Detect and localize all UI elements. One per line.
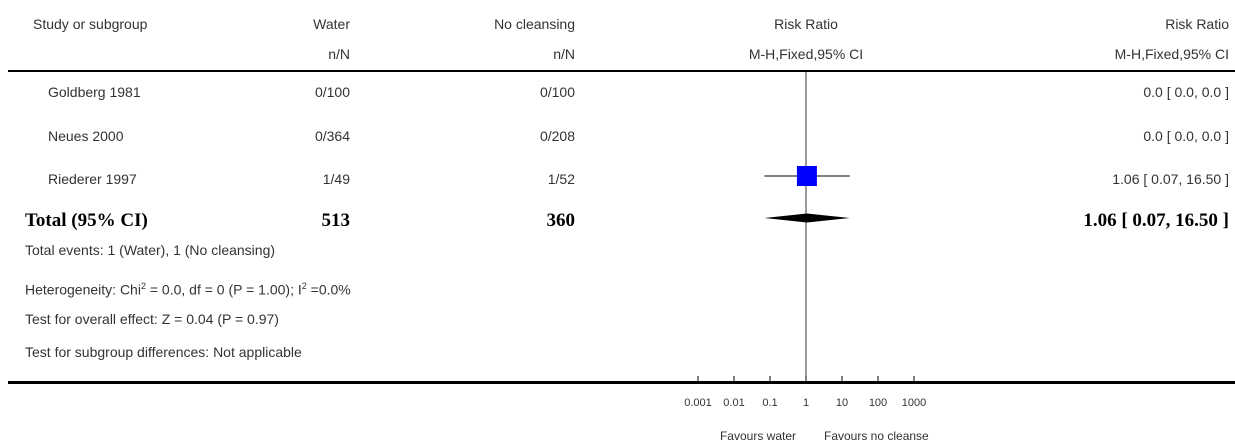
favours-right-label: Favours no cleanse <box>824 429 929 443</box>
study-water-events: 1/49 <box>322 171 350 187</box>
study-name: Goldberg 1981 <box>48 84 141 100</box>
axis-tick-label: 100 <box>869 397 887 409</box>
total-water: 513 <box>321 210 351 231</box>
header-plot-risk-ratio: Risk Ratio <box>774 16 838 32</box>
study-control-events: 0/100 <box>539 84 575 100</box>
subheader-water: n/N <box>328 46 350 62</box>
study-point-estimate <box>796 166 817 186</box>
study-water-events: 0/100 <box>314 84 350 100</box>
axis-tick-label: 0.001 <box>684 397 712 409</box>
favours-left-label: Favours water <box>719 429 796 443</box>
study-control-events: 1/52 <box>547 171 575 187</box>
study-control-events: 0/208 <box>539 128 575 144</box>
axis-tick-label: 0.1 <box>762 397 777 409</box>
total-no-cleansing: 360 <box>546 210 576 231</box>
study-name: Riederer 1997 <box>48 171 137 187</box>
study-effect: 0.0 [ 0.0, 0.0 ] <box>1143 84 1229 100</box>
study-effect: 0.0 [ 0.0, 0.0 ] <box>1143 128 1229 144</box>
axis-tick-label: 1 <box>803 397 809 409</box>
bottom-rule <box>8 381 1235 384</box>
study-effect: 1.06 [ 0.07, 16.50 ] <box>1112 171 1229 187</box>
total-events-note: Total events: 1 (Water), 1 (No cleansing… <box>25 242 276 258</box>
header-study: Study or subgroup <box>33 16 148 32</box>
header-effect-risk-ratio: Risk Ratio <box>1165 16 1229 32</box>
pooled-diamond <box>764 213 850 223</box>
axis-tick-label: 1000 <box>902 397 926 409</box>
header-rule <box>8 70 1235 72</box>
study-name: Neues 2000 <box>48 128 124 144</box>
header-water: Water <box>313 16 350 32</box>
subgroup-differences-note: Test for subgroup differences: Not appli… <box>25 344 302 360</box>
header-no-cleansing: No cleansing <box>494 16 575 32</box>
total-label: Total (95% CI) <box>25 210 148 231</box>
total-effect: 1.06 [ 0.07, 16.50 ] <box>1083 210 1229 231</box>
heterogeneity-note: Heterogeneity: Chi2 = 0.0, df = 0 (P = 1… <box>25 281 351 298</box>
subheader-plot-method: M-H,Fixed,95% CI <box>748 46 864 62</box>
overall-effect-note: Test for overall effect: Z = 0.04 (P = 0… <box>25 311 279 327</box>
study-water-events: 0/364 <box>314 128 350 144</box>
subheader-effect-method: M-H,Fixed,95% CI <box>1114 46 1229 62</box>
subheader-no-cleansing: n/N <box>553 46 575 62</box>
axis-tick-label: 10 <box>836 397 848 409</box>
axis-tick-label: 0.01 <box>723 397 744 409</box>
